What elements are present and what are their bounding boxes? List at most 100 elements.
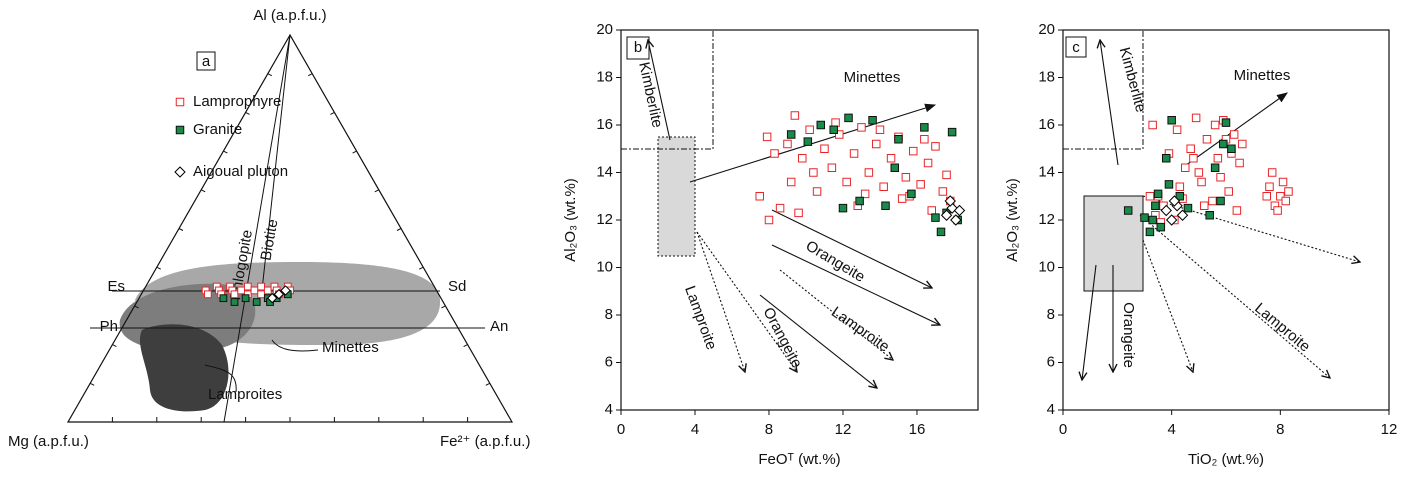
- legend-label: Lamprophyre: [193, 93, 281, 110]
- point: [257, 282, 266, 291]
- point: [230, 290, 239, 299]
- annotation: Lamproite: [1251, 300, 1313, 356]
- point: [831, 118, 840, 127]
- point: [894, 135, 903, 144]
- point: [1210, 120, 1220, 130]
- point: [1216, 196, 1225, 206]
- x-axis-label: FeOᵀ (wt.%): [758, 451, 840, 468]
- y-tick-label: 12: [596, 211, 613, 228]
- point: [1167, 116, 1176, 125]
- point: [1224, 187, 1233, 196]
- point: [764, 215, 774, 225]
- point: [1145, 192, 1155, 201]
- annotation: Ph: [100, 318, 118, 335]
- point: [243, 282, 252, 291]
- point: [1216, 173, 1225, 182]
- point: [770, 149, 779, 158]
- point: [857, 123, 866, 132]
- point: [950, 214, 962, 226]
- point: [267, 292, 278, 304]
- tick-mark: [463, 344, 468, 348]
- point: [835, 130, 844, 139]
- point: [920, 123, 929, 132]
- point: [230, 298, 239, 306]
- point: [1186, 144, 1195, 153]
- point: [1189, 154, 1198, 163]
- point: [257, 290, 266, 299]
- annotation: Es: [107, 278, 125, 295]
- point: [881, 201, 890, 210]
- y-tick-label: 6: [605, 353, 613, 370]
- point: [237, 286, 246, 295]
- point: [1161, 154, 1171, 163]
- ternary-fields: [66, 33, 514, 423]
- x-tick-label: 12: [835, 421, 852, 438]
- y-tick-label: 4: [605, 401, 613, 418]
- point: [872, 139, 881, 149]
- trend-arrows: [648, 40, 1360, 388]
- point: [1197, 177, 1206, 187]
- point: [931, 213, 940, 222]
- annotation: Lamproites: [208, 386, 282, 403]
- x-tick-label: 4: [691, 421, 699, 438]
- tick-mark: [89, 382, 95, 386]
- point: [1210, 163, 1220, 172]
- point: [1156, 222, 1166, 232]
- x-tick-label: 8: [765, 421, 773, 438]
- point: [923, 158, 933, 168]
- y-tick-label: 16: [596, 116, 613, 133]
- point: [1145, 227, 1155, 237]
- annotation: Orangeite: [803, 237, 868, 285]
- point: [794, 208, 803, 218]
- point: [273, 289, 285, 300]
- x-tick-label: 16: [909, 421, 926, 438]
- point: [947, 127, 957, 137]
- y-tick-label: 14: [1038, 163, 1055, 180]
- tick-mark: [485, 382, 491, 386]
- point: [844, 113, 853, 123]
- y-tick-label: 14: [596, 163, 613, 180]
- point: [803, 137, 813, 146]
- x-axis-label: TiO₂ (wt.%): [1188, 451, 1264, 468]
- point: [1229, 130, 1239, 139]
- point: [1262, 192, 1271, 201]
- legend-label: Granite: [193, 121, 242, 138]
- y-tick-label: 20: [1038, 21, 1055, 38]
- point: [1140, 213, 1149, 222]
- x-tick-label: 12: [1381, 421, 1398, 438]
- point: [1165, 214, 1178, 226]
- point: [1168, 195, 1181, 207]
- point: [1227, 144, 1236, 153]
- point: [1200, 201, 1209, 210]
- annotation: Orangeite: [760, 305, 806, 371]
- point: [860, 189, 870, 199]
- panel-label: b: [634, 39, 642, 56]
- tick-mark: [245, 111, 250, 115]
- point: [920, 135, 929, 144]
- point: [829, 125, 838, 134]
- y-tick-label: 10: [596, 258, 613, 275]
- apex-label: Mg (a.p.f.u.): [8, 433, 89, 450]
- point: [805, 125, 814, 134]
- legend-marker: [175, 97, 185, 107]
- legend-marker: [174, 166, 186, 178]
- point: [1273, 206, 1282, 215]
- y-tick-label: 16: [1038, 116, 1055, 133]
- point: [890, 163, 900, 172]
- y-tick-label: 10: [1038, 258, 1055, 275]
- tick-mark: [307, 73, 313, 77]
- point: [250, 286, 259, 295]
- point: [1284, 187, 1293, 196]
- legend-label: Aigoual pluton: [193, 163, 288, 180]
- point: [938, 187, 948, 196]
- tick-mark: [418, 266, 424, 270]
- annotation: Minettes: [322, 339, 379, 356]
- point: [1181, 163, 1190, 172]
- point: [936, 227, 946, 237]
- y-tick-label: 6: [1047, 353, 1055, 370]
- panel-label: a: [202, 53, 211, 70]
- point: [849, 149, 859, 158]
- tick-mark: [156, 266, 162, 270]
- y-tick-label: 18: [1038, 68, 1055, 85]
- annotation: Minettes: [844, 69, 901, 86]
